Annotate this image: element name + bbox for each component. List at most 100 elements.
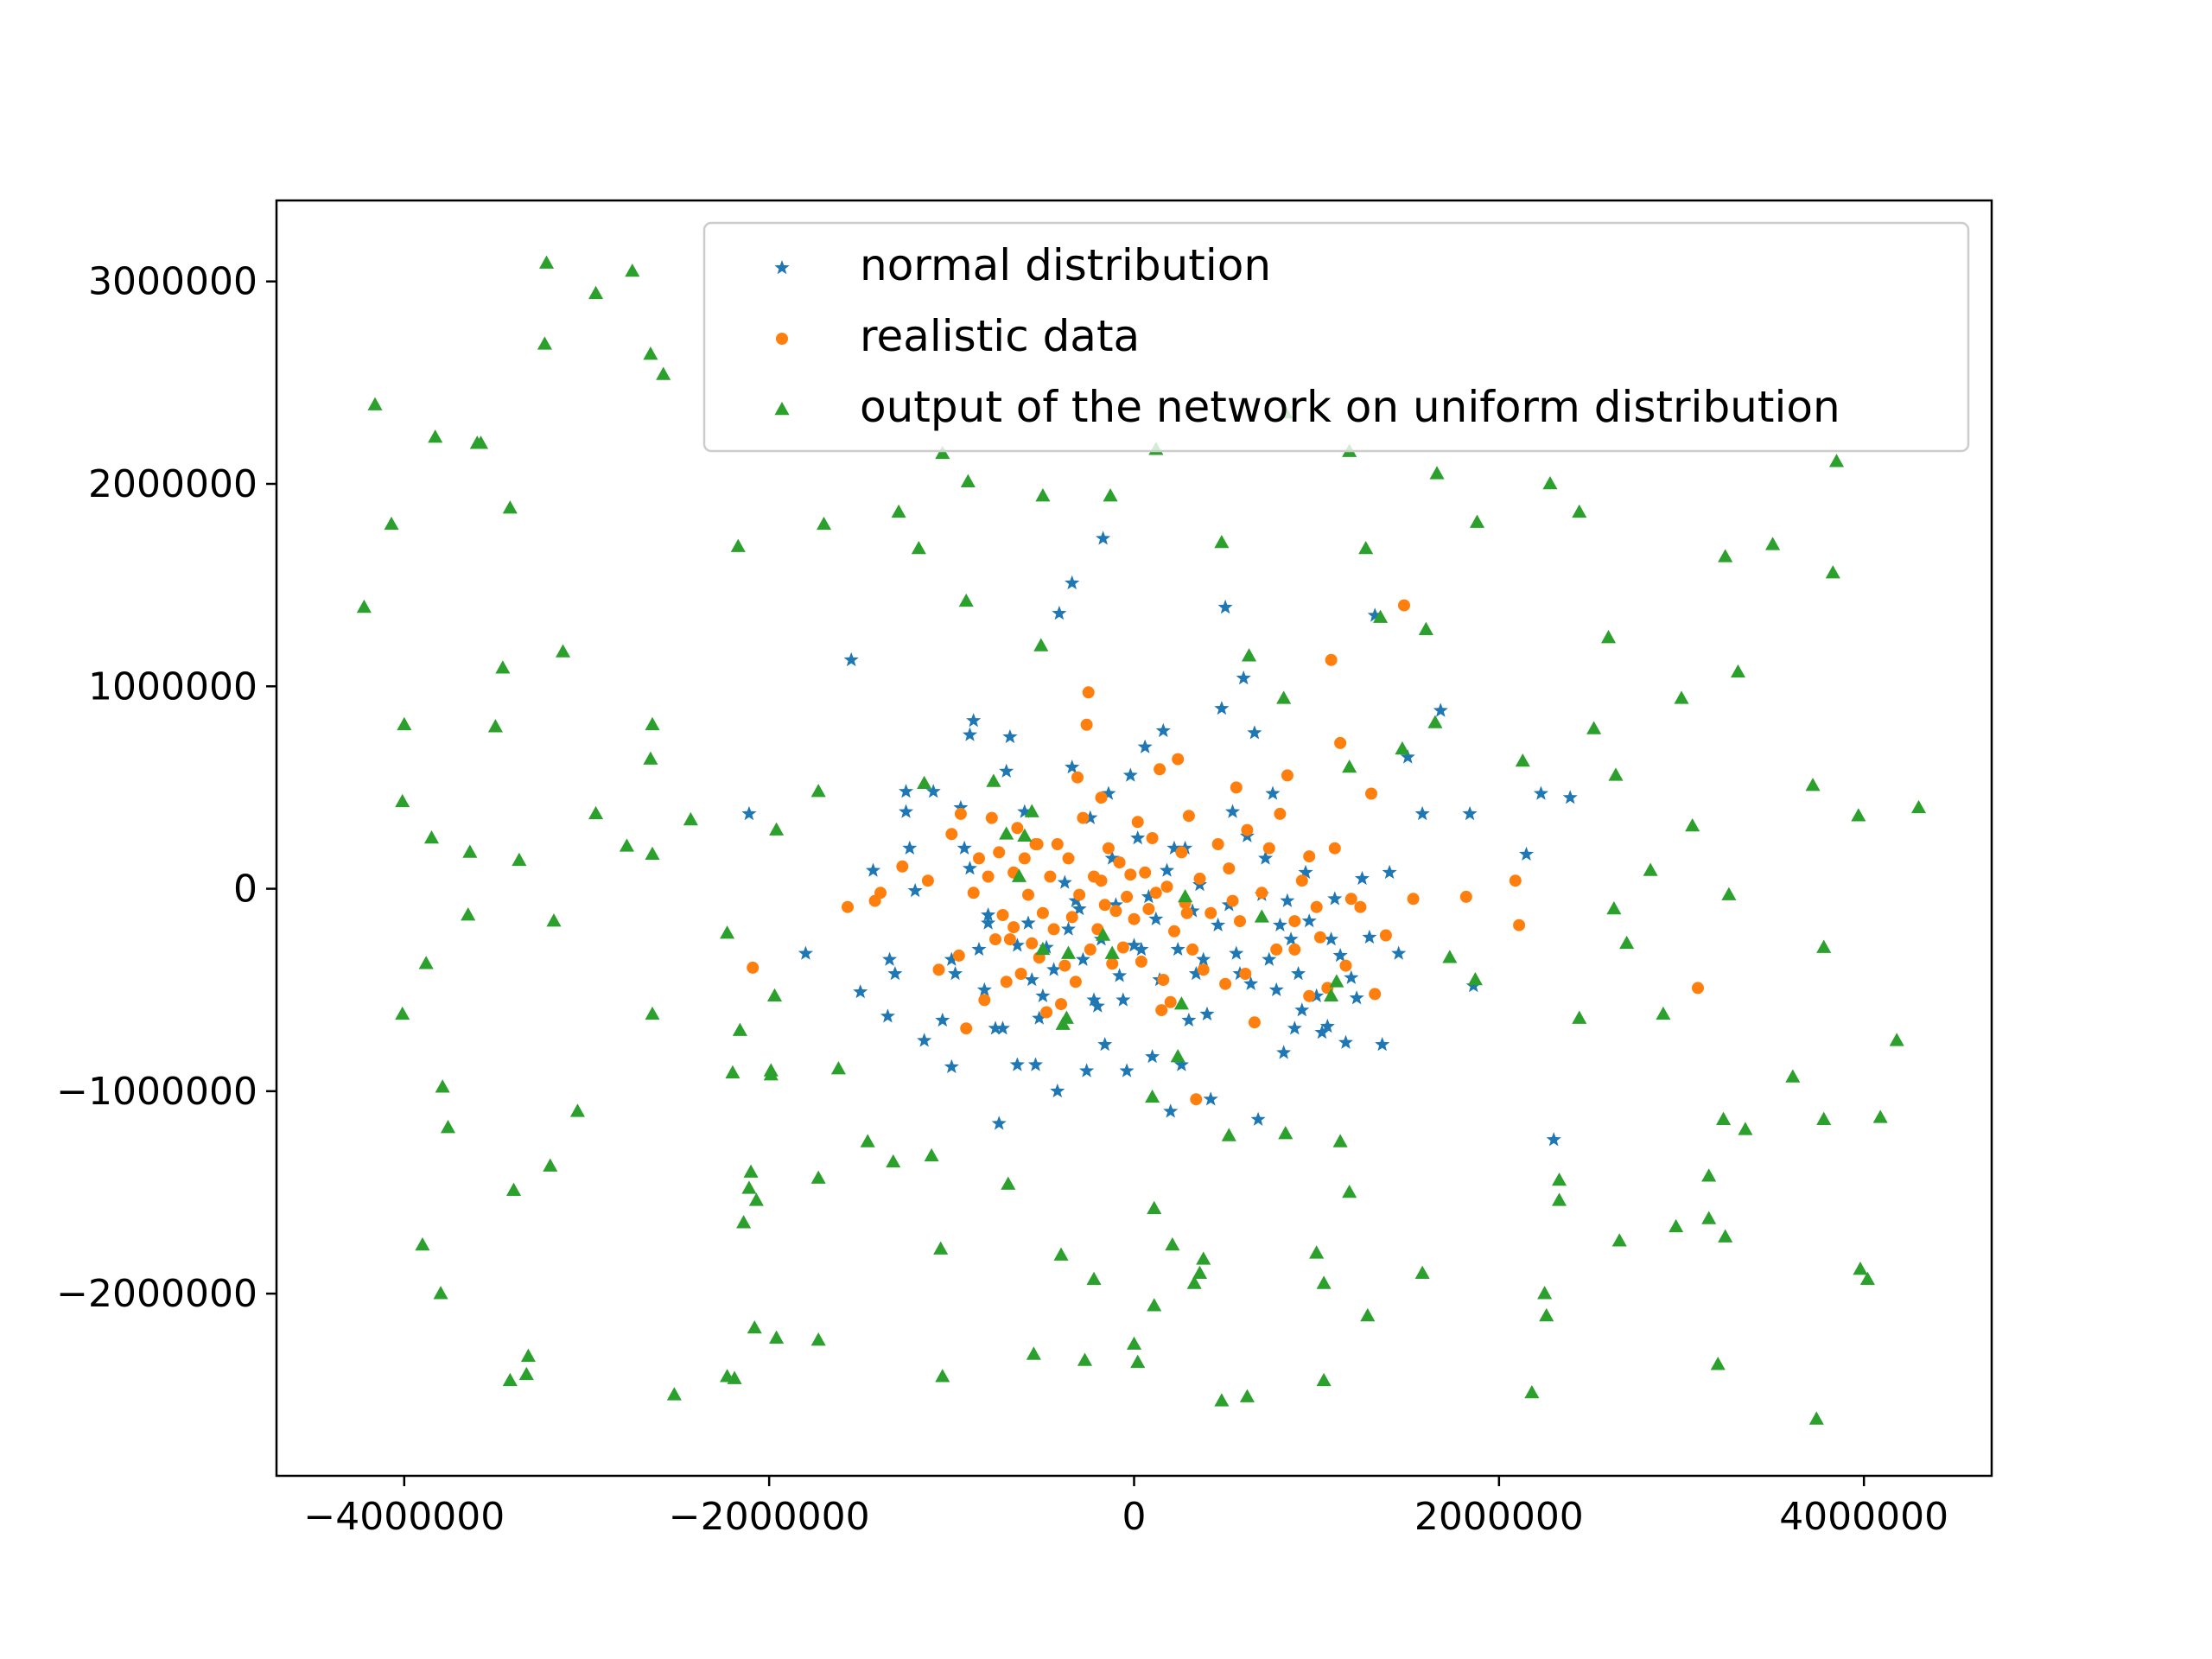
series-1-point-14 bbox=[993, 846, 1006, 859]
series-0-point-61 bbox=[1163, 1103, 1179, 1118]
series-1-point-110 bbox=[1071, 771, 1084, 784]
series-2-point-175 bbox=[1017, 828, 1033, 842]
series-1-point-17 bbox=[1003, 933, 1016, 946]
series-2-point-41 bbox=[502, 1372, 518, 1387]
series-1-point-112 bbox=[1155, 1004, 1168, 1017]
series-1-point-34 bbox=[1065, 911, 1078, 924]
series-1-point-101 bbox=[1459, 890, 1472, 903]
series-2-point-90 bbox=[1104, 945, 1120, 959]
series-0-point-27 bbox=[1032, 1010, 1047, 1025]
series-1-point-77 bbox=[1234, 915, 1246, 928]
series-1-point-117 bbox=[1313, 931, 1326, 944]
series-2-point-29 bbox=[418, 956, 434, 969]
series-0-point-72 bbox=[1203, 1091, 1218, 1106]
series-2-point-157 bbox=[1808, 1411, 1824, 1425]
series-0-point-36 bbox=[1071, 901, 1087, 916]
series-0-point-24 bbox=[1020, 915, 1036, 930]
series-2-point-122 bbox=[1414, 1265, 1430, 1280]
series-0-point-48 bbox=[1116, 992, 1131, 1007]
series-1-point-91 bbox=[1328, 842, 1341, 855]
series-2-point-30 bbox=[395, 1006, 410, 1020]
series-2-point-40 bbox=[518, 1366, 534, 1381]
series-2-point-75 bbox=[986, 773, 1001, 787]
series-2-point-38 bbox=[433, 1286, 448, 1300]
series-1-point-7 bbox=[960, 1022, 973, 1035]
series-1-point-37 bbox=[1077, 811, 1090, 824]
series-2-point-151 bbox=[1721, 887, 1737, 900]
series-0-point-18 bbox=[988, 1020, 1003, 1035]
series-2-point-65 bbox=[810, 784, 826, 798]
series-1-point-39 bbox=[1082, 686, 1095, 699]
series-0-point-66 bbox=[1181, 1012, 1197, 1027]
series-1-point-100 bbox=[1407, 893, 1420, 906]
legend-marker-network-output bbox=[774, 402, 790, 416]
legend-marker-symbol-1 bbox=[776, 333, 788, 345]
series-0-point-64 bbox=[1173, 1057, 1189, 1071]
series-0-point-52 bbox=[1130, 830, 1146, 845]
series-2-point-17 bbox=[645, 716, 660, 731]
series-0-point-129 bbox=[944, 1058, 959, 1073]
series-1-point-2 bbox=[896, 860, 909, 873]
x-tick-label-0: −4000000 bbox=[303, 1495, 505, 1539]
series-1-point-98 bbox=[1379, 929, 1392, 942]
series-2-point-113 bbox=[1324, 988, 1339, 1002]
series-0-point-41 bbox=[1090, 998, 1105, 1013]
series-2-point-35 bbox=[543, 1158, 558, 1172]
series-0-point-16 bbox=[976, 982, 992, 996]
series-2-point-165 bbox=[1872, 1109, 1888, 1123]
series-2-point-139 bbox=[1619, 935, 1635, 950]
series-0-point-21 bbox=[1002, 728, 1018, 744]
series-0-point-39 bbox=[1083, 810, 1098, 824]
series-1-point-28 bbox=[1044, 870, 1057, 883]
series-0-point-119 bbox=[1519, 846, 1535, 861]
series-2-point-163 bbox=[1853, 1262, 1868, 1275]
series-2-point-95 bbox=[1165, 1236, 1180, 1251]
series-0 bbox=[741, 531, 1578, 1147]
series-0-point-134 bbox=[1096, 531, 1111, 545]
series-2-point-12 bbox=[356, 599, 372, 613]
series-2-point-133 bbox=[1572, 1010, 1587, 1024]
series-0-point-110 bbox=[1367, 607, 1382, 622]
series-1-point-53 bbox=[1131, 816, 1144, 829]
series-0-point-3 bbox=[899, 804, 914, 818]
series-2-point-116 bbox=[1342, 1185, 1357, 1198]
series-1-point-4 bbox=[932, 963, 945, 976]
series-0-point-128 bbox=[887, 966, 903, 981]
series-1-point-109 bbox=[1031, 838, 1044, 850]
series-1-point-31 bbox=[1055, 998, 1067, 1011]
series-2-point-87 bbox=[1024, 804, 1039, 817]
series-0-point-115 bbox=[1414, 805, 1430, 821]
series-1-point-29 bbox=[1047, 923, 1060, 936]
series-0-point-1 bbox=[866, 862, 881, 877]
series-2-point-74 bbox=[958, 593, 974, 607]
series-1-point-103 bbox=[1513, 918, 1526, 931]
series-1-point-50 bbox=[1121, 890, 1134, 903]
series-2-point-22 bbox=[423, 830, 440, 844]
series-0-point-38 bbox=[1079, 1063, 1095, 1077]
series-1-point-62 bbox=[1164, 995, 1177, 1008]
series-2-point-153 bbox=[1738, 1122, 1753, 1135]
series-0-point-25 bbox=[1024, 972, 1039, 987]
series-0-point-34 bbox=[1065, 760, 1080, 774]
series-2-point-4 bbox=[643, 346, 658, 360]
series-0-point-97 bbox=[1298, 864, 1313, 880]
series-2-point-28 bbox=[546, 913, 562, 927]
series-2-point-117 bbox=[1342, 760, 1357, 773]
series-2-point-86 bbox=[1055, 1016, 1071, 1030]
series-0-point-59 bbox=[1155, 722, 1171, 738]
series-0-point-92 bbox=[1280, 893, 1295, 907]
plot-area bbox=[356, 255, 1927, 1425]
series-1-point-11 bbox=[982, 870, 995, 883]
series-2-point-89 bbox=[1145, 1089, 1160, 1103]
series-1-point-43 bbox=[1095, 791, 1108, 804]
series-1-point-40 bbox=[1084, 943, 1096, 956]
series-1-point-90 bbox=[1325, 653, 1338, 666]
series-0-point-57 bbox=[1148, 911, 1164, 925]
series-2-point-14 bbox=[495, 660, 511, 674]
series-2-point-60 bbox=[886, 1154, 901, 1168]
series-0-point-86 bbox=[1258, 850, 1274, 865]
series-0-point-22 bbox=[1009, 938, 1025, 952]
series-2-point-88 bbox=[1103, 488, 1118, 502]
series-0-point-2 bbox=[899, 784, 914, 798]
series-1-point-85 bbox=[1288, 943, 1301, 956]
